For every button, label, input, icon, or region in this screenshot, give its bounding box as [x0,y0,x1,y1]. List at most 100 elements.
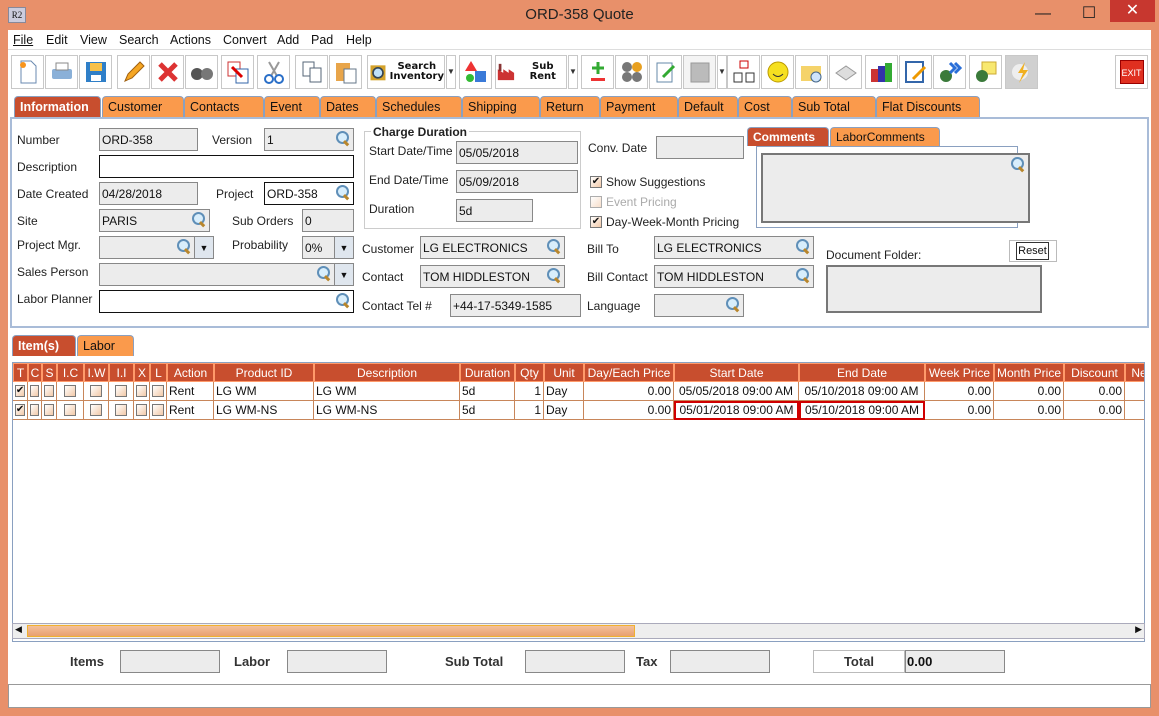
keyboard-key-button[interactable] [829,55,862,89]
date-created-field[interactable]: 04/28/2018 [99,182,198,205]
column-header-x[interactable]: X [134,363,150,382]
cell-checkbox-iw[interactable] [84,382,109,401]
comments-textarea[interactable] [761,153,1030,223]
cell-checkbox-l[interactable] [150,382,167,401]
conv-date-field[interactable] [656,136,744,159]
cell-week[interactable]: 0.00 [925,382,994,401]
cell-checkbox-x[interactable] [134,401,150,420]
end-datetime-field[interactable]: 05/09/2018 [456,170,578,193]
column-header-end-date[interactable]: End Date [799,363,925,382]
smiley-button[interactable] [761,55,794,89]
cell-checkbox-l[interactable] [150,401,167,420]
probability-select[interactable]: 0% [302,236,335,259]
document-folder-field[interactable] [826,265,1042,313]
search-icon[interactable] [796,239,810,253]
folder-clock-button[interactable] [795,55,828,89]
cell-description[interactable]: LG WM [314,382,460,401]
tab-sub-total[interactable]: Sub Total [792,96,876,117]
cell-action[interactable]: Rent [167,401,214,420]
start-datetime-field[interactable]: 05/05/2018 [456,141,578,164]
calendar-button[interactable] [683,55,716,89]
tab-payment[interactable]: Payment [600,96,678,117]
cell-qty[interactable]: 1 [515,382,544,401]
cell-end[interactable]: 05/10/2018 09:00 AM [799,401,925,420]
edit-form-button[interactable] [899,55,932,89]
column-header-start-date[interactable]: Start Date [674,363,799,382]
save-button[interactable] [79,55,112,89]
convert-button[interactable] [221,55,254,89]
cell-duration[interactable]: 5d [460,401,515,420]
checkbox[interactable] [136,404,147,416]
sub-rent-dropdown[interactable]: ▼ [568,55,578,89]
cell-empty[interactable] [1125,401,1144,420]
cell-product-id[interactable]: LG WM-NS [214,401,314,420]
project-field[interactable]: ORD-358 [264,182,354,205]
tab-cost[interactable]: Cost [738,96,792,117]
cell-month[interactable]: 0.00 [994,401,1064,420]
search-icon[interactable] [1011,157,1025,171]
maximize-button[interactable]: ☐ [1081,5,1097,22]
column-header-discount[interactable]: Discount [1064,363,1125,382]
column-header-i-c[interactable]: I.C [57,363,84,382]
checkbox[interactable] [115,385,127,397]
find-button[interactable] [185,55,218,89]
contact-field[interactable]: TOM HIDDLESTON [420,265,565,288]
checkbox[interactable] [136,385,147,397]
dwm-pricing-checkbox[interactable]: ✔ [590,216,602,228]
event-pricing-checkbox[interactable] [590,196,602,208]
cell-checkbox-x[interactable] [134,382,150,401]
tab-return[interactable]: Return [540,96,600,117]
checkbox[interactable] [115,404,127,416]
tab-items[interactable]: Item(s) [12,335,76,356]
tab-comments[interactable]: Comments [747,127,829,146]
hierarchy-button[interactable] [727,55,760,89]
tab-contacts[interactable]: Contacts [184,96,264,117]
notepad-button[interactable] [649,55,682,89]
money-forward-button[interactable] [933,55,966,89]
contact-tel-field[interactable]: +44-17-5349-1585 [450,294,581,317]
column-header-qty[interactable]: Qty [515,363,544,382]
column-header-ne[interactable]: Ne [1125,363,1144,382]
tab-dates[interactable]: Dates [320,96,376,117]
probability-dropdown[interactable]: ▼ [334,236,354,259]
column-header-i-i[interactable]: I.I [109,363,134,382]
checkbox[interactable] [44,385,54,397]
sub-rent-button[interactable]: Sub Rent [495,55,567,89]
cell-end[interactable]: 05/10/2018 09:00 AM [799,382,925,401]
checkbox[interactable]: ✔ [14,404,26,416]
horizontal-scrollbar[interactable]: ◀ ▶ [12,623,1145,639]
paste-button[interactable] [329,55,362,89]
search-icon[interactable] [317,266,331,280]
tab-flat-discounts[interactable]: Flat Discounts [876,96,980,117]
cell-product-id[interactable]: LG WM [214,382,314,401]
tab-event[interactable]: Event [264,96,320,117]
checkbox[interactable] [90,385,102,397]
menu-view[interactable]: View [80,33,107,47]
search-inventory-dropdown[interactable]: ▼ [446,55,456,89]
project-mgr-dropdown[interactable]: ▼ [194,236,214,259]
column-header-month-price[interactable]: Month Price [994,363,1064,382]
add-remove-button[interactable] [581,55,614,89]
site-field[interactable]: PARIS [99,209,210,232]
scrollbar-thumb[interactable] [27,625,635,637]
close-button[interactable]: ✕ [1110,0,1155,22]
tab-labor-comments[interactable]: LaborComments [830,127,940,146]
customer-field[interactable]: LG ELECTRONICS [420,236,565,259]
column-header-t[interactable]: T [13,363,28,382]
menu-search[interactable]: Search [119,33,159,47]
search-icon[interactable] [547,268,561,282]
tab-schedules[interactable]: Schedules [376,96,462,117]
menu-convert[interactable]: Convert [223,33,267,47]
number-field[interactable]: ORD-358 [99,128,198,151]
shapes-button[interactable] [459,55,492,89]
cell-unit[interactable]: Day [544,382,584,401]
cell-start[interactable]: 05/01/2018 09:00 AM [674,401,799,420]
checkbox[interactable]: ✔ [14,385,26,397]
tab-labor[interactable]: Labor [77,335,134,356]
cell-month[interactable]: 0.00 [994,382,1064,401]
cell-checkbox-t[interactable]: ✔ [13,401,28,420]
money-note-button[interactable] [969,55,1002,89]
checkbox[interactable] [152,404,164,416]
version-field[interactable]: 1 [264,128,354,151]
scroll-right-arrow-icon[interactable]: ▶ [1135,624,1142,634]
